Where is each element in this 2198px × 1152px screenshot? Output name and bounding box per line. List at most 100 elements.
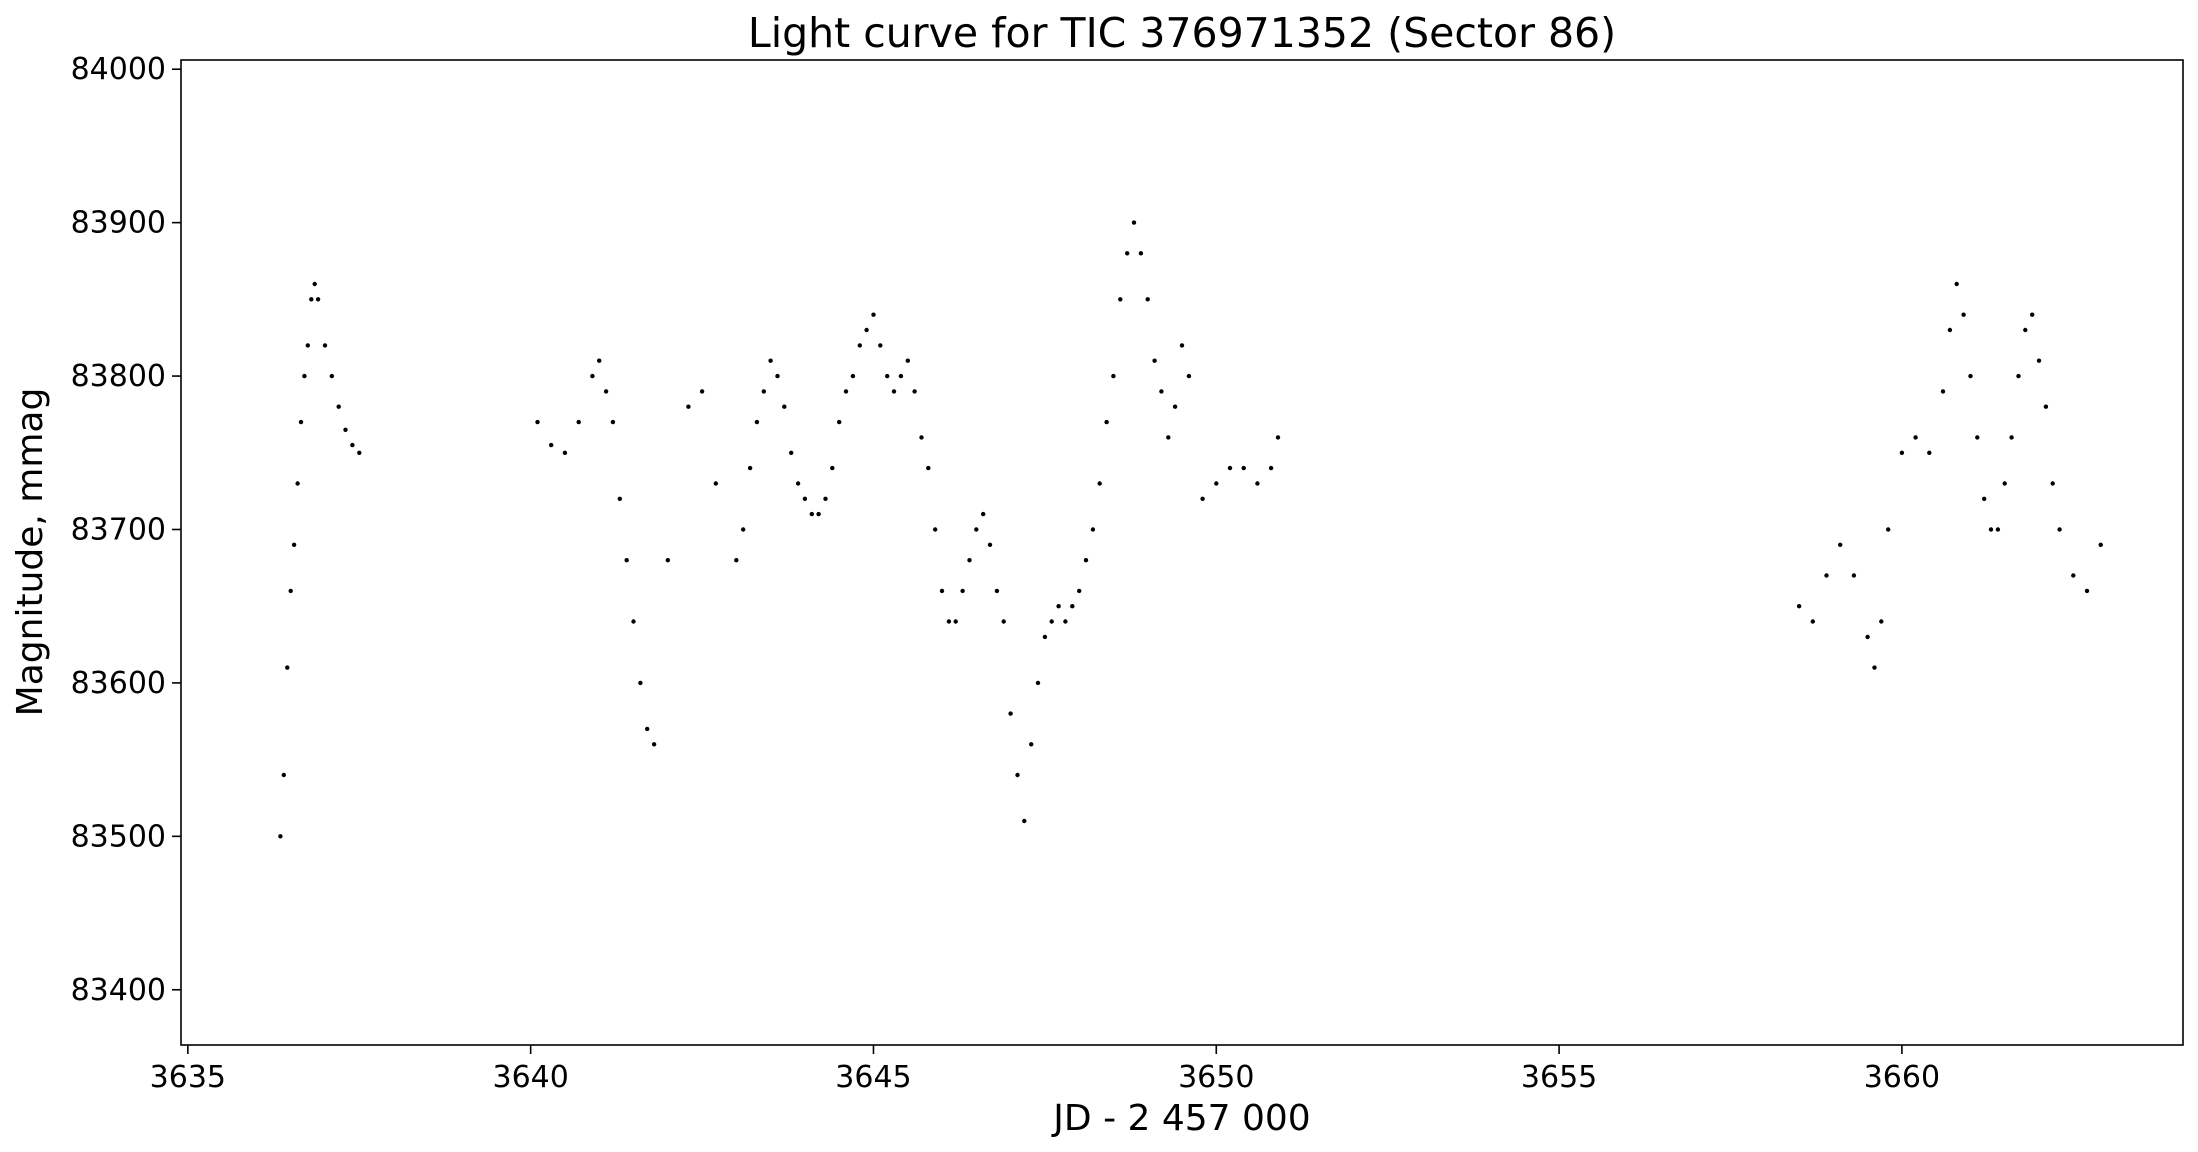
- data-point: [809, 511, 814, 517]
- data-point: [761, 389, 766, 394]
- data-point: [1947, 327, 1953, 333]
- x-axis-ticks: 3635 3640 3645 3650 3655 3660: [150, 1045, 1940, 1095]
- data-point: [1988, 527, 1994, 532]
- data-point: [768, 358, 773, 363]
- data-point: [350, 442, 355, 448]
- data-point: [2030, 312, 2035, 317]
- data-point: [1104, 419, 1109, 425]
- data-point: [1865, 634, 1870, 640]
- x-tick-label: 3640: [492, 1060, 568, 1095]
- y-tick-label: 83600: [71, 666, 166, 701]
- data-point: [830, 465, 835, 471]
- data-point: [864, 327, 869, 333]
- data-point: [651, 742, 657, 747]
- data-point: [1131, 220, 1137, 225]
- data-point: [1268, 465, 1274, 471]
- data-point: [291, 542, 297, 547]
- data-point: [1886, 527, 1891, 532]
- data-point: [549, 442, 554, 448]
- data-point: [298, 419, 304, 425]
- data-point: [981, 511, 986, 517]
- data-point: [905, 358, 910, 363]
- data-point: [1995, 527, 2001, 532]
- data-point: [1227, 465, 1233, 471]
- data-point: [295, 481, 300, 486]
- data-point: [871, 312, 876, 317]
- data-point: [1824, 573, 1829, 578]
- data-point: [305, 343, 310, 348]
- data-point: [1200, 496, 1205, 501]
- data-point: [1810, 619, 1816, 624]
- data-point: [1899, 450, 1905, 455]
- data-point: [535, 419, 540, 425]
- data-point: [946, 619, 952, 624]
- x-tick-label: 3635: [150, 1060, 226, 1095]
- data-point: [603, 389, 609, 394]
- data-point: [1029, 742, 1034, 747]
- data-point: [919, 435, 924, 440]
- data-point: [1083, 558, 1089, 563]
- data-point: [686, 404, 691, 409]
- data-point: [312, 281, 317, 287]
- data-point: [1111, 373, 1116, 379]
- data-point: [837, 419, 842, 425]
- y-axis-ticks: 83400 83500 83600 83700 83800 83900 84000: [71, 52, 181, 1008]
- data-point: [1913, 435, 1918, 440]
- data-point: [1851, 573, 1857, 578]
- y-tick-label: 83400: [71, 973, 166, 1008]
- y-tick-label: 83900: [71, 206, 166, 241]
- chart-title: Light curve for TIC 376971352 (Sector 86…: [748, 9, 1616, 57]
- data-point: [1796, 604, 1802, 609]
- data-point: [741, 527, 746, 532]
- data-point: [1255, 481, 1260, 486]
- data-point: [1138, 251, 1144, 256]
- plot-frame: [180, 59, 2184, 1046]
- data-point: [1063, 619, 1068, 624]
- data-point: [1015, 772, 1020, 778]
- data-point: [343, 427, 348, 432]
- data-point: [315, 297, 321, 302]
- data-point: [775, 373, 780, 379]
- data-point: [336, 404, 341, 409]
- data-point: [974, 527, 979, 532]
- data-point: [1927, 450, 1932, 455]
- data-point: [1975, 435, 1980, 440]
- data-point: [302, 373, 307, 379]
- data-point: [953, 619, 958, 624]
- data-point: [631, 619, 636, 624]
- data-point: [638, 680, 643, 686]
- data-point: [878, 343, 883, 348]
- x-tick-label: 3645: [835, 1060, 911, 1095]
- data-point: [1070, 604, 1075, 609]
- data-point: [1172, 404, 1178, 409]
- x-axis-label: JD - 2 457 000: [1051, 1098, 1310, 1139]
- data-point: [1042, 634, 1048, 640]
- data-point: [1125, 251, 1130, 256]
- data-point: [939, 588, 945, 594]
- data-point: [2002, 481, 2007, 486]
- data-point: [322, 343, 328, 348]
- data-point: [850, 373, 856, 379]
- data-point: [1022, 818, 1027, 824]
- data-point: [1961, 312, 1966, 317]
- data-point: [1056, 604, 1061, 609]
- data-point: [1954, 281, 1959, 287]
- data-point: [994, 588, 1000, 594]
- data-point: [2084, 588, 2090, 594]
- data-point: [754, 419, 760, 425]
- data-point: [782, 404, 787, 409]
- data-point: [1186, 373, 1192, 379]
- data-point: [857, 343, 862, 348]
- data-point: [795, 481, 801, 486]
- data-point: [610, 419, 616, 425]
- data-point: [802, 496, 808, 501]
- data-point: [624, 558, 629, 563]
- data-point: [2023, 327, 2028, 333]
- data-point: [278, 834, 283, 839]
- data-point: [734, 558, 739, 563]
- data-point: [562, 450, 568, 455]
- data-point: [2036, 358, 2042, 363]
- data-point: [1838, 542, 1843, 547]
- data-point: [2098, 542, 2103, 547]
